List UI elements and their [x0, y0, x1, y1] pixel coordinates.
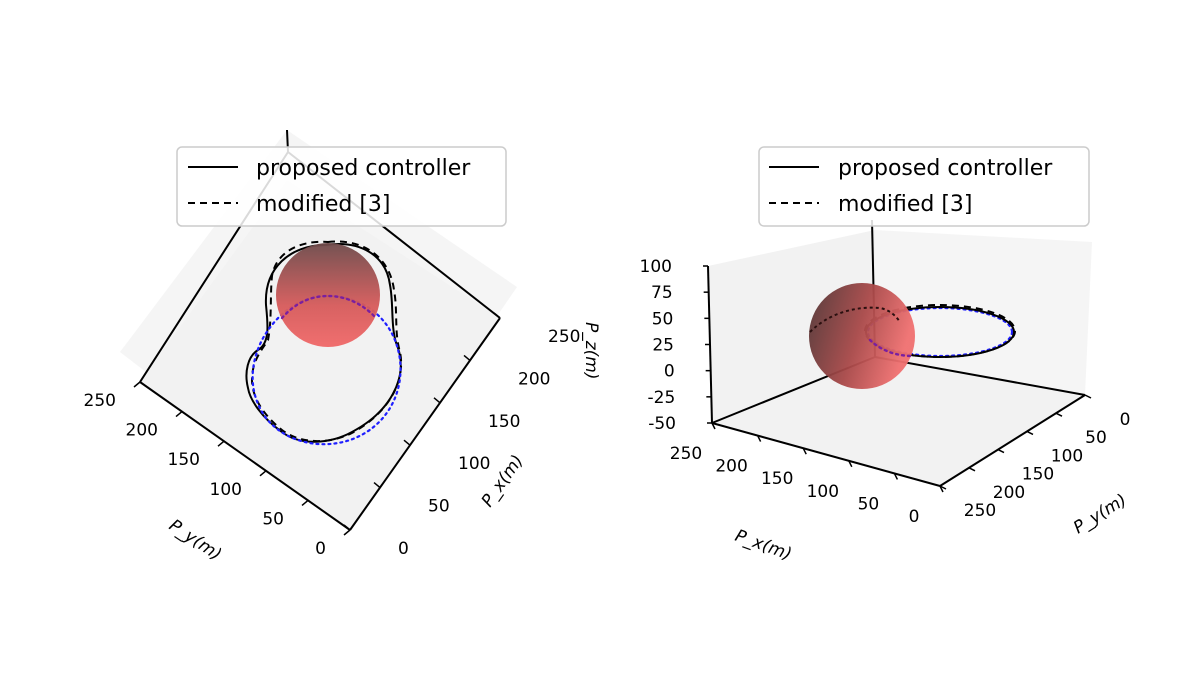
right-x-tick-mark	[711, 422, 716, 430]
right-y-tick-mark	[968, 467, 976, 472]
right-y-axis	[939, 394, 1086, 487]
left-y-tick-mark	[133, 381, 141, 388]
right-modified-trajectory	[864, 304, 1016, 358]
left-legend: proposed controller modified [3]	[176, 146, 507, 227]
left-y-tick-label: 100	[210, 480, 242, 500]
left-y-tick-mark	[343, 529, 351, 536]
right-ylabel: P_y(m)	[1070, 490, 1130, 538]
right-y-tick-label: 0	[1120, 410, 1131, 430]
left-y-tick-label: 250	[84, 391, 116, 411]
right-y-tick-label: 100	[1051, 446, 1083, 466]
right-legend-label-proposed: proposed controller	[838, 156, 1053, 181]
right-z-tick-label: 50	[652, 309, 674, 329]
left-y-tick-label: 200	[126, 421, 158, 441]
left-x-tick-mark	[493, 312, 501, 319]
left-x-tick-label: 50	[428, 497, 450, 517]
right-y-tick-mark	[1055, 412, 1063, 417]
right-axis-edge	[874, 356, 1086, 396]
right-x-tick-label: 50	[858, 494, 880, 514]
left-x-axis	[349, 317, 501, 531]
left-legend-label-proposed: proposed controller	[256, 156, 471, 181]
left-modified-trajectory	[250, 240, 403, 443]
right-y-tick-mark	[1026, 430, 1034, 436]
right-legend: proposed controller modified [3]	[758, 146, 1090, 227]
left-x-tick-mark	[403, 439, 411, 446]
left-obstacle-sphere	[276, 243, 380, 347]
left-ylabel: P_y(m)	[165, 516, 225, 565]
right-z-tick-label: 75	[651, 283, 673, 303]
left-y-tick-mark	[259, 470, 267, 477]
right-y-tick-label: 50	[1085, 428, 1107, 448]
left-x-tick-mark	[343, 524, 351, 531]
right-z-tick-label: -25	[648, 388, 676, 408]
right-y-tick-mark	[1084, 394, 1092, 399]
right-y-tick-label: 200	[993, 483, 1025, 503]
left-x-tick-label: 0	[398, 539, 409, 559]
left-y-tick-label: 150	[168, 450, 200, 470]
left-x-tick-mark	[433, 397, 441, 404]
left-y-tick-label: 0	[315, 539, 326, 559]
right-y-tick-label: 150	[1022, 465, 1054, 485]
right-x-tick-mark	[802, 447, 807, 455]
right-pane-left	[708, 230, 875, 423]
left-x-tick-label: 200	[518, 369, 550, 389]
right-x-tick-label: 0	[909, 507, 920, 527]
right-x-tick-label: 200	[715, 457, 747, 477]
right-y-tick-label: 250	[964, 501, 996, 521]
left-y-tick-label: 50	[262, 509, 284, 529]
left-y-axis	[139, 381, 351, 531]
left-y-tick-mark	[217, 440, 225, 447]
left-x-tick-mark	[463, 354, 471, 361]
left-legend-label-modified: modified [3]	[256, 192, 390, 217]
right-legend-label-modified: modified [3]	[838, 192, 972, 217]
left-x-tick-mark	[373, 482, 381, 489]
right-y-tick-mark	[997, 448, 1005, 454]
left-x-tick-label: 250	[548, 327, 580, 347]
right-x-tick-label: 150	[761, 469, 793, 489]
left-reference-trajectory	[251, 294, 402, 446]
right-pane-floor	[712, 357, 1085, 486]
right-x-tick-label: 100	[807, 482, 839, 502]
right-z-tick-label: 25	[652, 336, 674, 356]
left-y-tick-mark	[175, 411, 183, 418]
right-z-tick-label: 0	[664, 362, 675, 382]
right-z-tick-label: 100	[640, 257, 672, 277]
left-pane-floor	[140, 180, 500, 530]
right-x-tick-mark	[848, 460, 853, 468]
right-x-tick-mark	[756, 435, 762, 442]
left-reference-inside-sphere	[280, 294, 378, 320]
right-obstacle-sphere	[809, 283, 915, 389]
right-zlabel: P_z(m)	[581, 322, 601, 380]
left-y-tick-mark	[301, 499, 309, 506]
right-xlabel: P_x(m)	[732, 526, 794, 565]
right-z-tick-label: -50	[648, 414, 676, 434]
right-x-tick-mark	[893, 473, 899, 480]
left-x-tick-label: 150	[488, 412, 520, 432]
right-x-tick-label: 250	[670, 444, 702, 464]
left-x-tick-label: 100	[458, 454, 490, 474]
right-y-tick-mark	[939, 485, 947, 490]
right-x-axis	[711, 422, 941, 487]
right-reference-inside-sphere	[868, 338, 914, 358]
